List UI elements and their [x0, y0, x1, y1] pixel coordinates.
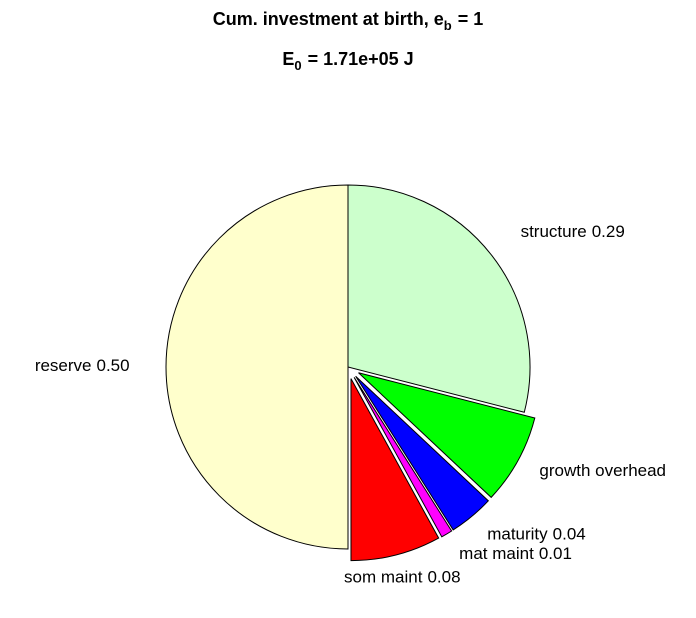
category-label: maturity: [487, 525, 548, 544]
category-label: som maint: [344, 568, 423, 587]
slice-label: maturity 0.04: [487, 525, 586, 544]
value-label: 0.50: [97, 356, 130, 375]
pie-slice: [358, 372, 536, 499]
value-label: 0.04: [553, 525, 586, 544]
subtitle-part: = 1.71e+05 J: [308, 49, 414, 69]
title-part: = 1: [458, 9, 484, 29]
pie-slice: [350, 378, 440, 562]
subtitle-subscript: 0: [294, 58, 301, 73]
value-label: 0.08: [427, 568, 460, 587]
pie-slice: [355, 375, 490, 531]
chart-subtitle: E0 = 1.71e+05 J: [282, 49, 413, 74]
category-label: structure: [521, 223, 587, 242]
slice-label: som maint 0.08: [344, 568, 461, 587]
pie-slice: [165, 184, 349, 550]
chart-title: Cum. investment at birth, eb = 1: [213, 9, 484, 34]
pie-slice: [347, 184, 531, 413]
value-label: 0.29: [592, 223, 625, 242]
slice-label: reserve 0.50: [35, 356, 130, 375]
pie-slice: [353, 377, 453, 538]
title-subscript: b: [444, 18, 452, 33]
title-part: Cum. investment at birth, e: [213, 9, 444, 29]
category-label: mat maint: [459, 544, 534, 563]
subtitle-part: E: [282, 49, 294, 69]
slice-label: growth overhead: [539, 462, 666, 481]
value-label: 0.01: [539, 544, 572, 563]
category-label: reserve: [35, 356, 92, 375]
slice-label: structure 0.29: [521, 223, 625, 242]
slice-label: mat maint 0.01: [459, 544, 572, 563]
category-label: growth overhead: [539, 462, 666, 481]
